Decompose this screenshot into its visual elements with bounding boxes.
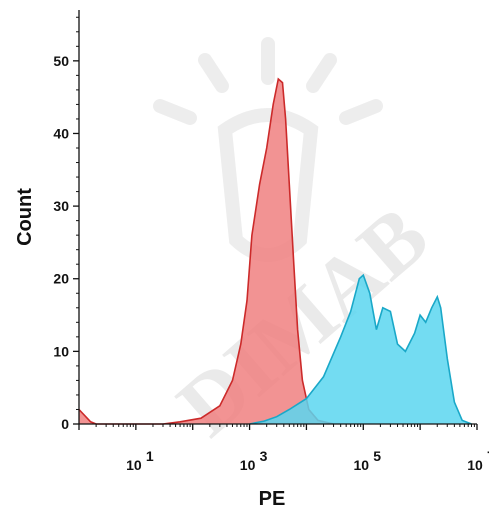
axes-ticks: 01020304050101103105107 [53,16,489,473]
x-tick-label: 10 [467,457,483,473]
y-tick-label: 50 [53,53,69,69]
x-tick-label: 10 [126,457,142,473]
series-2-line [249,273,472,425]
series-2-area [249,275,472,424]
series-1-line [78,77,334,425]
y-tick-label: 10 [53,343,69,359]
y-tick-label: 40 [53,125,69,141]
plot-area [78,77,472,425]
x-tick-exponent: 1 [146,448,154,464]
x-tick-exponent: 3 [260,448,268,464]
x-tick-label: 10 [240,457,256,473]
y-axis-title: Count [14,188,36,246]
x-axis-title: PE [259,488,286,510]
x-tick-exponent: 7 [487,448,489,464]
y-tick-label: 30 [53,198,69,214]
y-tick-label: 0 [61,416,69,432]
y-tick-label: 20 [53,271,69,287]
x-tick-label: 10 [353,457,369,473]
x-tick-exponent: 5 [373,448,381,464]
series-1-area [79,79,334,424]
